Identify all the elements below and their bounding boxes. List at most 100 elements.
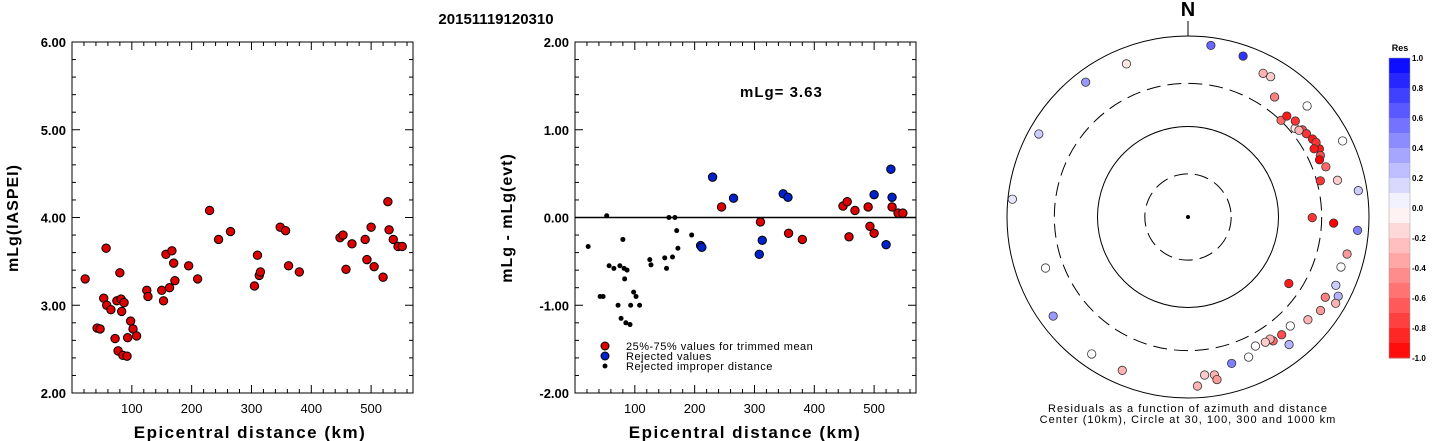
data-point <box>620 236 626 242</box>
residual-point <box>1087 349 1097 359</box>
colorbar-cell <box>1389 133 1410 149</box>
data-point <box>101 243 111 253</box>
colorbar-cell <box>1389 298 1410 314</box>
data-point <box>648 262 654 268</box>
data-point <box>647 257 653 263</box>
data-point <box>143 291 153 302</box>
chart-2: 100 200 300 400 500 -2.00 -1.00 0.00 1.00 2.00 m… <box>499 35 917 441</box>
y-tick-label: 4.00 <box>41 211 66 226</box>
legend-label-rejected: Rejected values <box>626 351 712 363</box>
data-point <box>606 263 612 269</box>
data-point <box>362 254 372 265</box>
chart-2-y-ticks: -2.00 -1.00 0.00 1.00 2.00 <box>539 35 916 401</box>
data-point <box>80 274 90 284</box>
data-point <box>131 331 142 341</box>
residual-point <box>1212 374 1222 385</box>
residual-point <box>1320 292 1330 302</box>
data-point <box>164 283 175 293</box>
y-tick-label: -1.00 <box>539 298 569 313</box>
data-point <box>697 242 707 253</box>
colorbar-tick-label: -0.2 <box>1412 234 1426 243</box>
colorbar-cell <box>1389 178 1410 194</box>
data-point <box>115 268 125 278</box>
chart-3: N Residuals as a function of azimuth and… <box>1006 0 1370 426</box>
residual-point <box>1331 280 1341 290</box>
residual-point <box>1284 278 1294 289</box>
x-tick-label: 500 <box>863 401 885 416</box>
data-point <box>338 230 348 240</box>
data-point <box>378 272 388 282</box>
residual-point <box>1192 381 1203 391</box>
data-point <box>283 261 294 271</box>
residual-point <box>1121 59 1132 69</box>
data-point <box>757 235 767 246</box>
x-tick-label: 100 <box>121 401 143 416</box>
distance-ring <box>1097 126 1279 308</box>
data-point <box>600 293 606 299</box>
residual-point <box>1314 155 1325 165</box>
x-tick-label: 500 <box>360 401 382 416</box>
data-point <box>728 193 739 203</box>
chart-1-y-ticks: 2.00 3.00 4.00 5.00 6.00 <box>41 35 413 401</box>
colorbar-tick-label: -0.6 <box>1412 294 1426 303</box>
data-point <box>119 297 129 308</box>
residual-point <box>1227 358 1237 369</box>
colorbar-frame <box>1388 57 1411 359</box>
colorbar-cell <box>1389 103 1410 119</box>
residual-point <box>1238 51 1248 61</box>
data-point <box>170 275 180 286</box>
data-point <box>383 197 393 207</box>
chart-1-frame <box>71 41 414 394</box>
data-point <box>755 217 766 227</box>
data-point <box>249 281 260 291</box>
chart-1: 100 200 300 400 500 2.00 3.00 4.00 5.00 6.00 Epi… <box>5 35 414 441</box>
data-point <box>754 249 764 260</box>
data-point <box>842 197 852 207</box>
polar-caption-line-2: Center (10km), Circle at 30, 100, 300 an… <box>1040 414 1337 426</box>
colorbar-cell <box>1389 223 1410 239</box>
residual-point <box>1117 365 1127 375</box>
data-point <box>341 264 351 274</box>
chart-1-x-label: Epicentral distance (km) <box>134 423 367 441</box>
residual-point <box>1007 194 1017 204</box>
data-point <box>707 172 718 182</box>
data-point <box>783 192 793 203</box>
data-point <box>157 285 167 296</box>
residual-point <box>1331 298 1341 308</box>
residual-point <box>1206 40 1216 51</box>
data-point <box>850 205 860 216</box>
data-point <box>887 192 897 203</box>
chart-2-annotation: mLg= 3.63 <box>740 84 823 101</box>
data-point <box>783 228 794 238</box>
y-tick-label: 2.00 <box>544 35 569 50</box>
data-point <box>167 246 177 256</box>
residual-point <box>1342 249 1352 259</box>
data-point <box>869 189 879 200</box>
x-tick-label: 400 <box>300 401 322 416</box>
colorbar-cell <box>1389 163 1410 179</box>
colorbar-cell <box>1389 193 1410 209</box>
x-tick-label: 300 <box>241 401 263 416</box>
data-point <box>844 232 854 242</box>
residual-point <box>1244 352 1254 362</box>
residual-point <box>1250 341 1261 351</box>
colorbar-cell <box>1389 118 1410 134</box>
colorbar-cell <box>1389 73 1410 89</box>
data-point <box>674 228 680 234</box>
data-point <box>631 289 637 295</box>
data-point <box>662 255 668 261</box>
colorbar-cell <box>1389 328 1410 344</box>
colorbar-cell <box>1389 253 1410 269</box>
colorbar-cell <box>1389 88 1410 104</box>
residual-point <box>1294 125 1304 135</box>
residual-point <box>1315 305 1326 316</box>
legend-marker-trimmed-mean <box>600 341 610 351</box>
residual-point <box>1285 321 1295 331</box>
data-point <box>633 293 639 299</box>
data-point <box>637 302 643 308</box>
data-point <box>611 265 617 271</box>
colorbar-ticks: 1.0 0.8 0.6 0.4 0.2 0.0 -0.2 -0.4 -0.6 -0.8 -1.0 <box>1412 54 1426 363</box>
y-tick-label: 2.00 <box>41 386 66 401</box>
data-point <box>125 316 136 326</box>
